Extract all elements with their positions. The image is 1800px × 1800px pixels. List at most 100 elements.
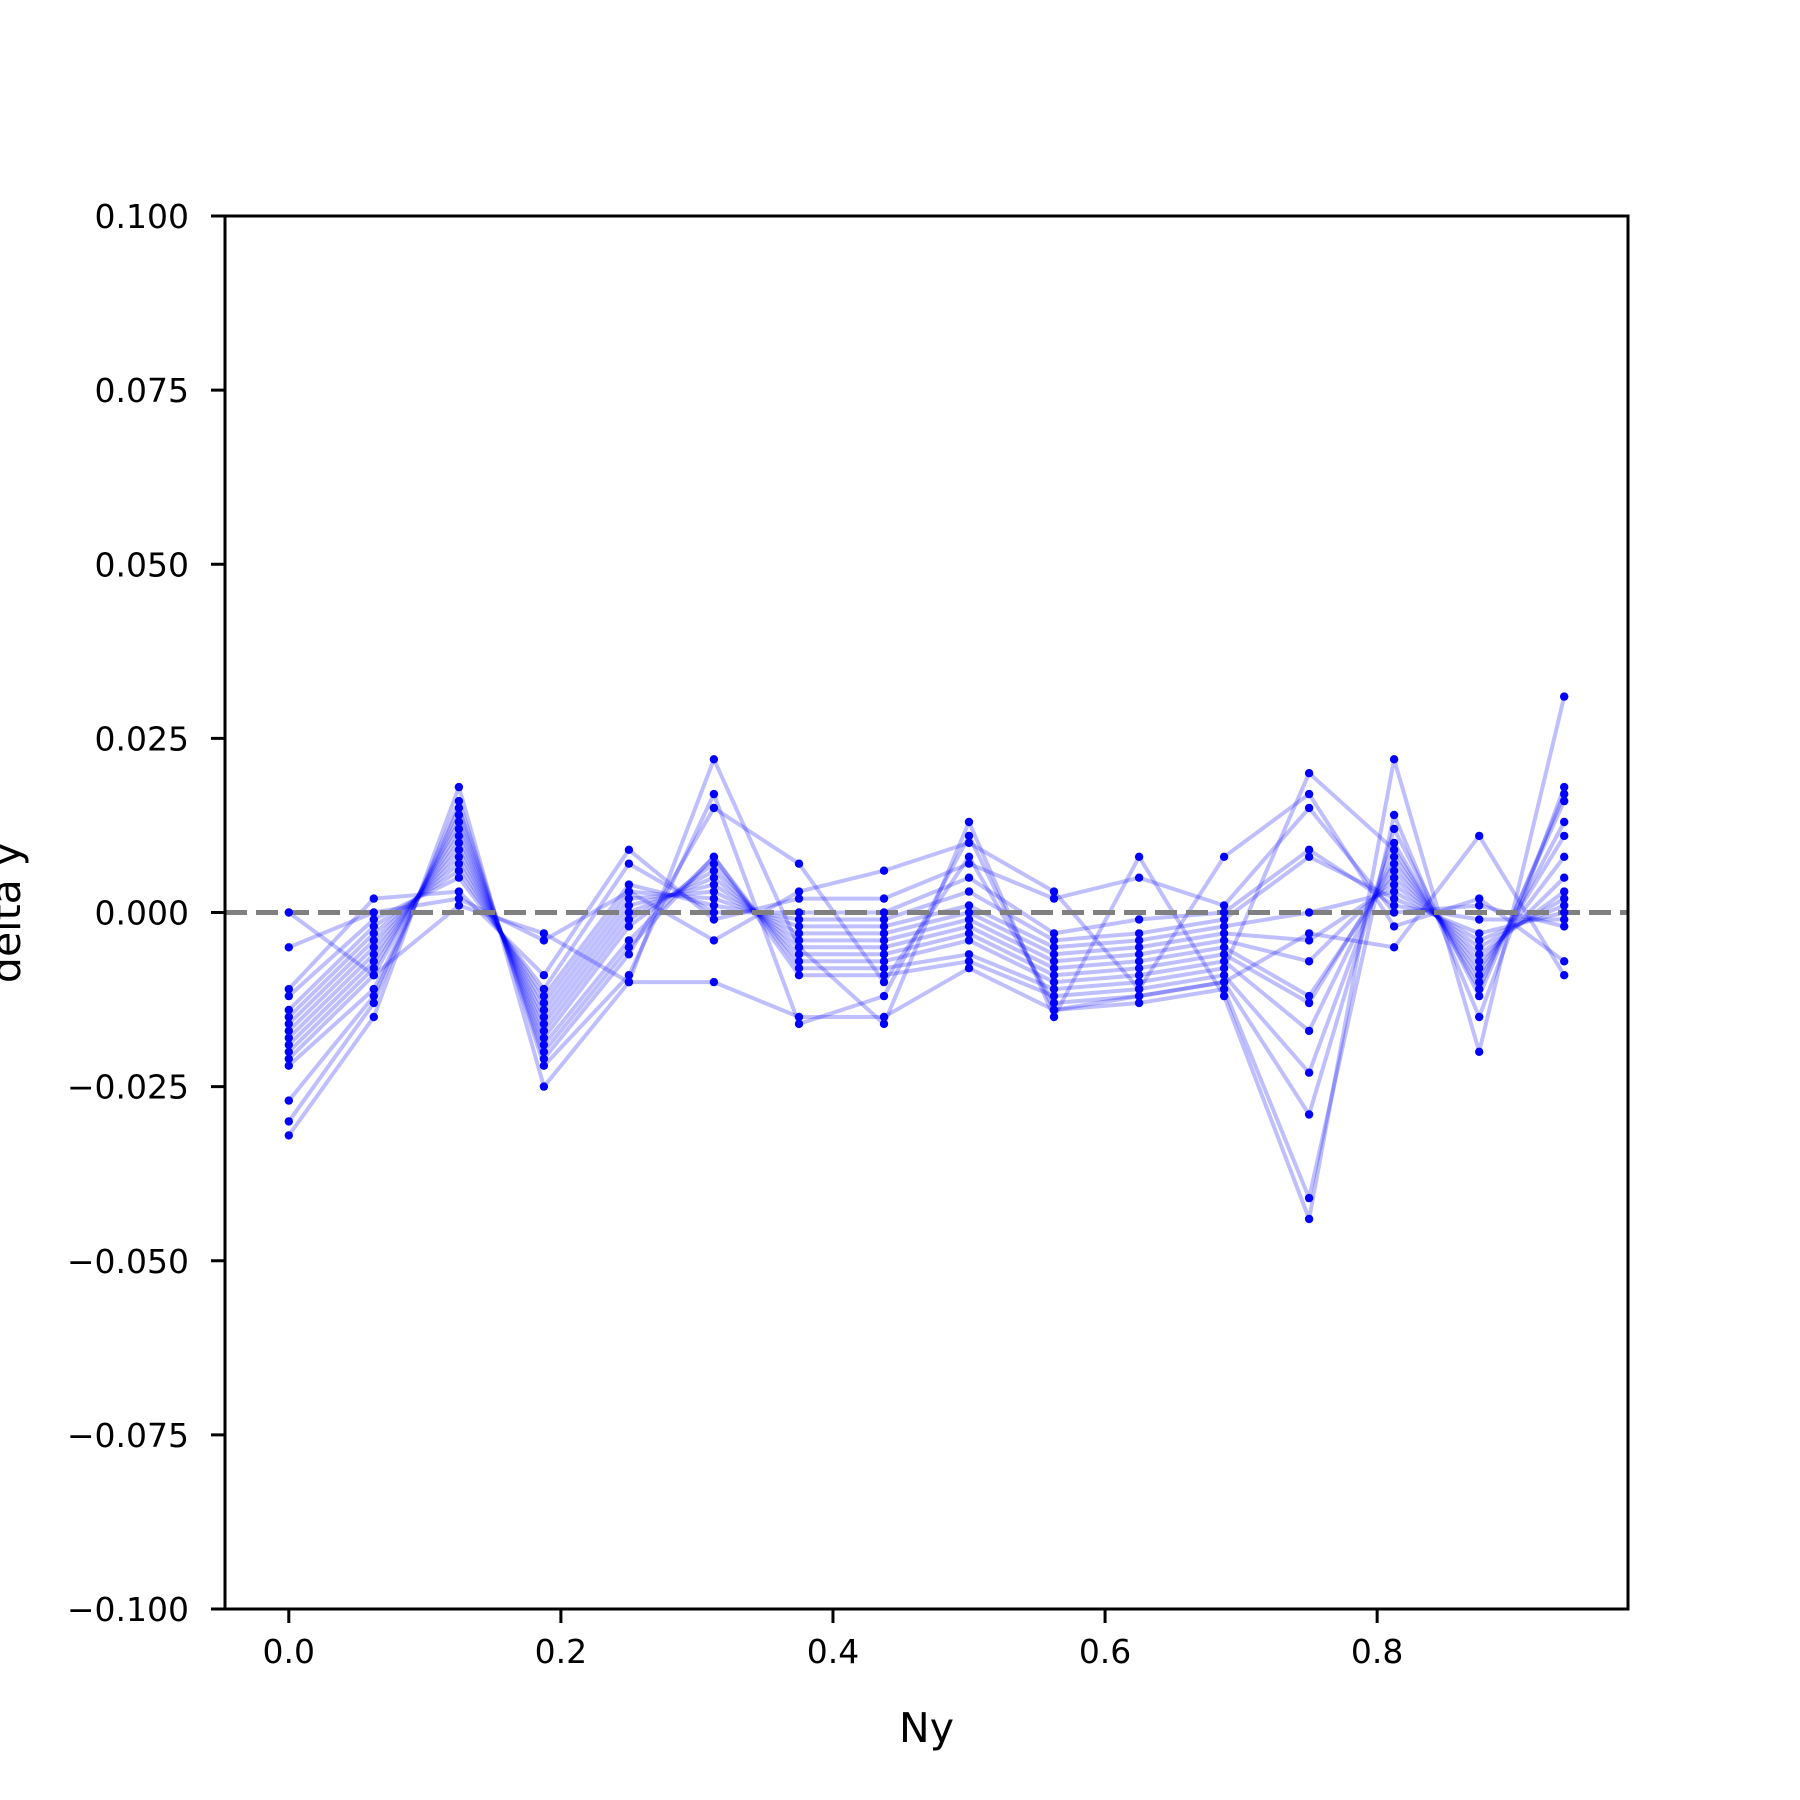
data-point [539, 1026, 549, 1036]
data-point [1049, 894, 1059, 903]
data-point [879, 908, 889, 917]
data-point [1560, 692, 1569, 701]
data-point [964, 887, 974, 896]
data-point [1389, 943, 1399, 952]
data-point [794, 1019, 804, 1029]
data-point [369, 929, 378, 938]
data-point [1134, 873, 1144, 882]
data-point [964, 859, 974, 868]
data-point [1304, 991, 1314, 1001]
data-point [1475, 943, 1484, 952]
data-point [1389, 852, 1399, 861]
data-point [879, 929, 889, 938]
series-points [284, 692, 1569, 1224]
data-point [1389, 894, 1399, 903]
data-point [709, 873, 719, 882]
data-point [369, 991, 378, 1001]
data-point [284, 1040, 293, 1050]
data-point [624, 901, 634, 910]
data-point [1560, 971, 1569, 980]
data-point [454, 873, 464, 882]
data-point [1475, 957, 1484, 966]
data-point [624, 950, 634, 959]
data-point [1134, 852, 1144, 861]
data-point [454, 859, 464, 868]
y-tick-label: −0.025 [67, 1068, 189, 1107]
data-point [964, 915, 974, 924]
data-point [794, 957, 804, 966]
series-line-16 [287, 833, 1566, 1019]
data-point [964, 901, 974, 910]
data-point [454, 894, 464, 903]
data-point [709, 894, 719, 903]
data-point [284, 1131, 293, 1140]
data-point [539, 984, 549, 994]
data-point [1134, 936, 1144, 945]
data-point [1219, 915, 1229, 924]
data-point [454, 824, 464, 834]
data-point [1219, 943, 1229, 952]
data-point [794, 950, 804, 959]
data-point [624, 880, 634, 889]
data-point [709, 880, 719, 889]
data-point [369, 950, 378, 959]
data-point [1219, 852, 1229, 861]
data-point [1049, 887, 1059, 896]
data-point [539, 929, 549, 938]
series-line-2 [287, 786, 1567, 1201]
data-point [1134, 991, 1144, 1001]
data-point [1389, 845, 1399, 854]
data-point [284, 1054, 293, 1064]
data-point [1049, 984, 1059, 994]
x-axis-label: Ny [899, 1704, 954, 1752]
data-point [1560, 894, 1569, 903]
data-point [1049, 998, 1059, 1008]
data-point [709, 755, 719, 764]
data-point [454, 838, 464, 848]
data-point [879, 964, 889, 973]
data-point [624, 922, 634, 931]
y-tick-label: 0.025 [95, 719, 189, 758]
data-point [964, 936, 974, 945]
data-point [369, 984, 378, 994]
data-point [1134, 998, 1144, 1008]
data-point [1475, 950, 1484, 959]
data-point [794, 915, 804, 924]
data-point [539, 1040, 549, 1050]
data-point [454, 845, 464, 854]
data-point [1475, 894, 1484, 903]
data-point [1389, 824, 1399, 834]
data-point [1304, 936, 1314, 945]
data-point [964, 929, 974, 938]
data-point [794, 943, 804, 952]
x-tick-label: 0.6 [1079, 1632, 1131, 1671]
data-point [1134, 915, 1144, 924]
data-point [964, 873, 974, 882]
y-tick-label: 0.100 [95, 197, 189, 236]
data-point [794, 859, 804, 868]
data-point [1560, 873, 1569, 882]
data-point [1304, 908, 1314, 917]
data-point [709, 887, 719, 896]
data-point [1560, 796, 1569, 806]
data-point [964, 922, 974, 931]
data-point [964, 838, 974, 848]
data-point [1389, 880, 1399, 889]
data-point [794, 922, 804, 931]
x-tick-label: 0.4 [807, 1632, 859, 1671]
data-point [624, 915, 634, 924]
data-point [709, 915, 719, 924]
data-point [284, 1019, 293, 1029]
data-point [539, 1012, 549, 1022]
data-point [1134, 984, 1144, 994]
data-point [1134, 964, 1144, 973]
data-point [369, 922, 378, 931]
data-point [1389, 887, 1399, 896]
data-point [1219, 922, 1229, 931]
data-point [624, 936, 634, 945]
data-point [964, 852, 974, 861]
data-point [1219, 908, 1229, 917]
data-point [1219, 964, 1229, 973]
data-point [1049, 943, 1059, 952]
data-point [1134, 971, 1144, 980]
